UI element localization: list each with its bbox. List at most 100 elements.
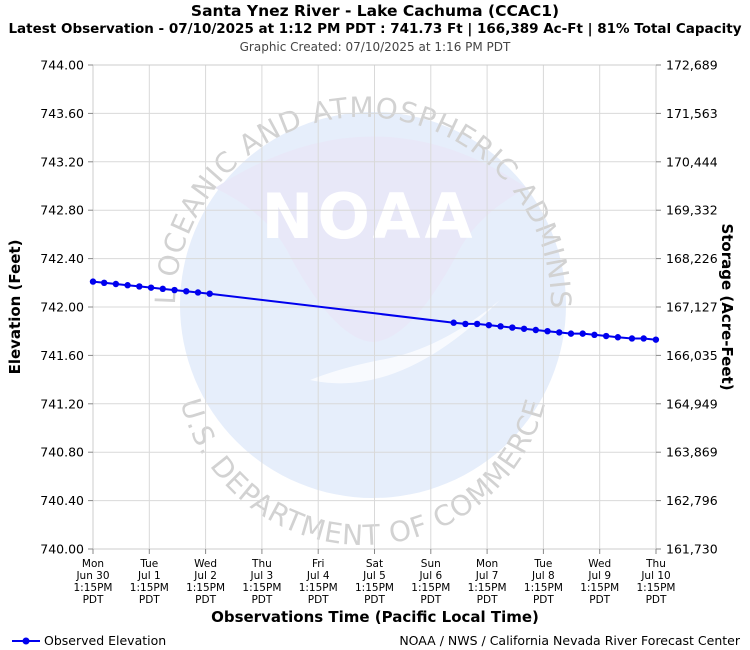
y2-tick-label: 169,332: [666, 203, 718, 218]
data-point: [462, 320, 469, 328]
x-tick-label: 1:15PM: [242, 582, 281, 594]
data-point: [112, 280, 120, 288]
y2-tick-label: 168,226: [666, 251, 718, 266]
data-point: [473, 320, 481, 328]
x-tick-label: PDT: [195, 594, 216, 606]
x-tick-label: Wed: [194, 558, 217, 570]
watermark-logo-text: NOAA: [262, 180, 477, 253]
legend-line-marker-icon: [12, 637, 40, 644]
data-point: [614, 334, 622, 341]
y-axis-right: 172,689 171,563 170,444 169,332 168,226 167,1…: [656, 58, 718, 557]
data-point: [206, 290, 213, 297]
noaa-watermark: NOAA NATIONAL OCEANIC AND ATMOSPHERIC AD…: [0, 0, 576, 552]
data-point: [89, 278, 97, 285]
x-tick-label: 1:15PM: [355, 582, 394, 594]
x-tick-label: 1:15PM: [411, 582, 450, 594]
x-tick-label: Jul 8: [531, 570, 555, 582]
data-point: [183, 288, 190, 295]
y2-tick-label: 162,796: [666, 493, 718, 508]
data-point: [124, 282, 131, 289]
y-tick-label: 740.80: [40, 445, 84, 460]
x-tick-label: Jul 4: [306, 570, 330, 582]
x-tick-label: Jul 3: [250, 570, 274, 582]
x-tick-label: PDT: [364, 594, 385, 606]
chart-title: Santa Ynez River - Lake Cachuma (CCAC1): [190, 2, 560, 20]
x-tick-label: PDT: [477, 594, 498, 606]
y2-tick-label: 167,127: [666, 300, 718, 315]
x-tick-label: Jul 7: [475, 570, 499, 582]
x-tick-label: Jul 10: [640, 570, 670, 582]
x-tick-label: 1:15PM: [524, 582, 563, 594]
x-tick-label: Jul 9: [587, 570, 611, 582]
credit-text: NOAA / NWS / California Nevada River For…: [399, 633, 740, 648]
x-tick-label: Mon: [82, 558, 104, 570]
data-point: [544, 328, 551, 335]
x-tick-label: PDT: [646, 594, 667, 606]
x-tick-label: Jul 6: [418, 570, 442, 582]
y-tick-label: 742.40: [40, 251, 84, 266]
x-tick-label: PDT: [83, 594, 104, 606]
x-tick-label: PDT: [308, 594, 329, 606]
y2-tick-label: 164,949: [666, 396, 718, 411]
y2-tick-label: 170,444: [666, 154, 718, 169]
x-tick-label: 1:15PM: [74, 582, 113, 594]
y-axis-left: 744.00 743.60 743.20 742.80 742.40 742.00 741.…: [40, 58, 93, 557]
data-point: [100, 279, 108, 286]
x-tick-label: 1:15PM: [299, 582, 338, 594]
x-tick-label: Jul 5: [362, 570, 386, 582]
data-point: [556, 329, 563, 336]
data-point: [628, 335, 636, 342]
x-tick-label: Thu: [251, 558, 272, 570]
series-observed-elevation: [89, 278, 660, 343]
data-point: [485, 321, 493, 329]
x-tick-label: Tue: [533, 558, 552, 570]
y-tick-label: 742.80: [40, 203, 84, 218]
x-tick-label: PDT: [589, 594, 610, 606]
y-tick-label: 742.00: [40, 300, 84, 315]
data-point: [136, 283, 143, 290]
data-point: [450, 319, 457, 326]
y2-tick-label: 172,689: [666, 58, 718, 73]
x-tick-label: PDT: [533, 594, 554, 606]
data-point: [532, 326, 539, 334]
data-point: [497, 323, 504, 330]
x-tick-label: Tue: [139, 558, 158, 570]
y-axis-label: Elevation (Feet): [6, 240, 24, 375]
data-point: [147, 284, 155, 291]
data-point: [591, 331, 598, 339]
y-tick-label: 743.60: [40, 106, 84, 121]
y2-tick-label: 163,869: [666, 445, 718, 460]
x-tick-label: Jul 2: [193, 570, 217, 582]
y-tick-label: 744.00: [40, 58, 84, 73]
x-tick-label: Jun 30: [75, 570, 109, 582]
x-tick-label: 1:15PM: [580, 582, 619, 594]
data-point: [652, 336, 660, 343]
data-point: [171, 286, 178, 294]
x-tick-label: 1:15PM: [637, 582, 676, 594]
y2-axis-label: Storage (Acre-Feet): [718, 223, 736, 390]
x-tick-label: Mon: [476, 558, 498, 570]
y2-tick-label: 161,730: [666, 542, 718, 557]
data-point: [520, 325, 528, 332]
data-point: [579, 330, 586, 337]
x-tick-label: Fri: [312, 558, 325, 570]
data-point: [194, 289, 202, 296]
y2-tick-label: 166,035: [666, 348, 718, 363]
x-tick-label: Thu: [645, 558, 666, 570]
y2-tick-label: 171,563: [666, 106, 718, 121]
x-axis-label: Observations Time (Pacific Local Time): [211, 608, 539, 626]
x-tick-label: Sun: [421, 558, 441, 570]
x-tick-label: 1:15PM: [130, 582, 169, 594]
data-point: [159, 285, 166, 293]
x-tick-label: 1:15PM: [186, 582, 225, 594]
grid-lines: [93, 65, 656, 549]
legend: Observed Elevation: [12, 633, 166, 648]
legend-label: Observed Elevation: [44, 633, 167, 648]
data-point: [567, 330, 575, 337]
data-point: [640, 335, 647, 342]
y-tick-label: 741.60: [40, 348, 84, 363]
x-tick-label: PDT: [251, 594, 272, 606]
x-tick-label: PDT: [139, 594, 160, 606]
